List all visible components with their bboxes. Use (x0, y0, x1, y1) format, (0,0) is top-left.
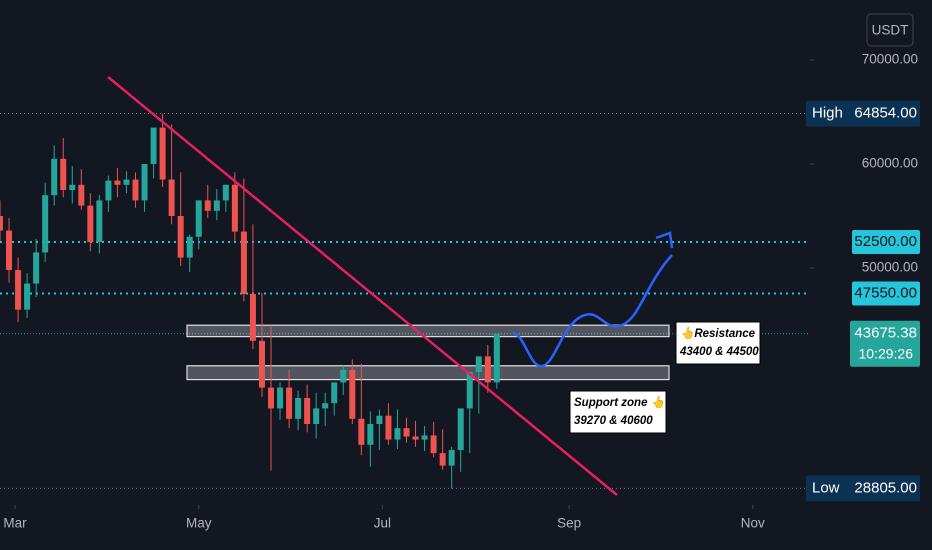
last-price-label: 43675.38 (854, 325, 917, 342)
note-text: 39270 & 40600 (574, 415, 653, 427)
price-lines (0, 113, 810, 489)
candle-body (475, 356, 482, 372)
price-line-box (806, 100, 920, 127)
zone (186, 324, 670, 338)
candle-body (51, 158, 58, 196)
price-line-label: 28805.00 (854, 479, 917, 496)
note-box (675, 321, 761, 365)
candle-body (295, 397, 302, 419)
y-tick-label: 60000.00 (862, 156, 918, 171)
x-tick-label: May (186, 516, 212, 531)
candle-body (394, 428, 401, 440)
note-title: Support zone 👆 (574, 395, 666, 409)
candle-body (313, 408, 320, 424)
candle-body (96, 200, 103, 242)
note-box (569, 390, 667, 434)
candle-body (421, 435, 428, 440)
candle-body (457, 408, 464, 450)
zones: 👆Resistance 43400 & 44500 Support zone 👆 39… (186, 321, 761, 434)
candle-body (204, 200, 211, 211)
price-line-name: Low (812, 479, 840, 496)
zone (186, 365, 670, 381)
candle-body (15, 270, 22, 310)
candle-body (141, 163, 148, 201)
candle-body (349, 369, 356, 419)
x-tick-label: Mar (3, 516, 27, 531)
countdown: 10:29:26 (859, 345, 914, 361)
candle-body (439, 453, 446, 466)
price-line-box (852, 281, 920, 306)
candle-body (87, 205, 94, 242)
price-line-label: 64854.00 (854, 104, 917, 121)
price-line-box (852, 229, 920, 254)
candle-body (258, 340, 265, 388)
candle-body (114, 180, 121, 185)
candle-body (6, 230, 13, 271)
projection-arrow (655, 231, 674, 249)
x-tick-label: Jul (374, 516, 391, 531)
price-line-name: High (812, 104, 843, 121)
currency-button[interactable] (866, 13, 914, 47)
candle-body (331, 382, 338, 404)
trend-line (107, 76, 618, 496)
candles (0, 113, 500, 489)
candle-body (105, 180, 112, 201)
candle-body (268, 387, 275, 409)
candle-body (340, 369, 347, 383)
candle-body (195, 200, 202, 237)
note-text: 43400 & 44500 (679, 346, 759, 358)
candle-body (493, 333, 500, 383)
candle-body (186, 236, 193, 258)
candle-body (150, 127, 157, 164)
projection-path (512, 254, 673, 368)
candle-body (240, 231, 247, 294)
candle-body (0, 215, 3, 231)
candle-body (358, 418, 365, 445)
y-tick-label: 50000.00 (862, 260, 918, 275)
y-tick-label: 70000.00 (862, 52, 918, 67)
candle-body (33, 252, 40, 284)
last-price-box (850, 320, 920, 367)
candle-body (24, 283, 31, 310)
candle-body (430, 435, 437, 454)
candle-body (42, 195, 49, 253)
candle-body (69, 184, 76, 190)
candle-body (367, 423, 374, 445)
candle-body (304, 397, 311, 424)
candle-body (168, 179, 175, 216)
candle-body (376, 415, 383, 424)
candle-body (177, 215, 184, 258)
candle-body (484, 356, 491, 383)
price-line-box (806, 475, 920, 502)
price-line-label: 47550.00 (854, 284, 917, 301)
candle-body (286, 387, 293, 419)
x-tick-label: Sep (557, 516, 581, 531)
candle-body (60, 158, 67, 190)
candle-body (213, 200, 220, 211)
candle-body (249, 293, 256, 341)
note-title: 👆Resistance (680, 326, 756, 340)
candle-body (277, 387, 284, 409)
candle-body (448, 449, 455, 466)
candle-body (222, 184, 229, 201)
currency-label: USDT (872, 23, 909, 38)
price-line-label: 52500.00 (854, 233, 917, 250)
candle-body (78, 184, 85, 206)
candle-body (231, 184, 238, 232)
candle-body (412, 436, 419, 440)
candle-body (385, 415, 392, 440)
candle-body (132, 179, 139, 201)
candle-body (123, 179, 130, 185)
axes: 70000.00 60000.00 50000.00 Mar May Jul Sep Nov H… (3, 52, 920, 531)
candle-body (403, 428, 410, 437)
x-tick-label: Nov (741, 516, 765, 531)
candle-body (322, 403, 329, 409)
candle-body (466, 371, 473, 409)
candle-body (159, 127, 166, 180)
